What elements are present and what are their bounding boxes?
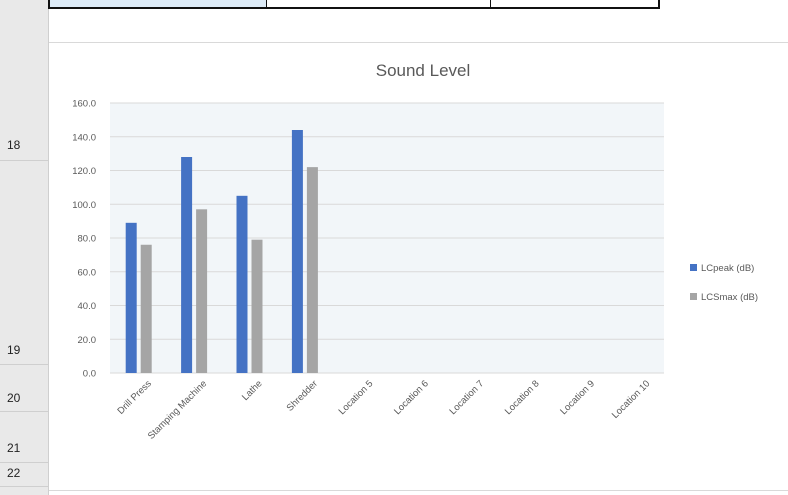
y-tick-label: 140.0	[72, 132, 96, 143]
top-table-edge	[48, 0, 660, 9]
x-category-label: Location 5	[337, 378, 376, 417]
bar-lcsmax[interactable]	[251, 239, 263, 373]
x-category-label: Lathe	[240, 378, 265, 403]
y-tick-label: 80.0	[78, 234, 97, 245]
y-tick-label: 20.0	[78, 335, 97, 346]
x-category-label: Location 8	[503, 378, 542, 417]
row-separator	[0, 364, 48, 365]
legend-swatch	[690, 293, 697, 300]
row-separator	[0, 486, 48, 487]
bar-lcpeak[interactable]	[236, 195, 248, 373]
row-number-18[interactable]: 18	[7, 138, 21, 152]
row-separator	[0, 160, 48, 161]
cell-divider	[490, 0, 491, 7]
x-category-label: Drill Press	[115, 378, 154, 417]
selected-cell[interactable]	[50, 0, 267, 7]
chart-title: Sound Level	[376, 61, 471, 80]
legend-label: LCpeak (dB)	[701, 263, 754, 274]
bar-lcpeak[interactable]	[291, 130, 303, 373]
legend-label: LCSmax (dB)	[701, 292, 758, 303]
x-category-label: Stamping Machine	[146, 378, 209, 441]
bar-lcpeak[interactable]	[181, 157, 193, 373]
row-number-20[interactable]: 20	[7, 391, 21, 405]
bar-lcsmax[interactable]	[306, 167, 318, 373]
x-category-label: Location 6	[392, 378, 431, 417]
row-number-21[interactable]: 21	[7, 441, 21, 455]
x-category-label: Location 9	[558, 378, 597, 417]
row-separator	[0, 411, 48, 412]
x-category-label: Shredder	[285, 378, 320, 413]
y-tick-label: 40.0	[78, 301, 97, 312]
bar-lcsmax[interactable]	[140, 244, 152, 373]
row-header: 18 19 20 21 22	[0, 0, 49, 495]
y-tick-label: 160.0	[72, 99, 96, 110]
bar-lcsmax[interactable]	[196, 209, 208, 373]
y-tick-label: 100.0	[72, 200, 96, 211]
legend-swatch	[690, 264, 697, 271]
y-tick-label: 120.0	[72, 166, 96, 177]
row-number-22[interactable]: 22	[7, 466, 21, 480]
y-tick-label: 60.0	[78, 267, 97, 278]
x-category-label: Location 7	[447, 378, 486, 417]
row-number-19[interactable]: 19	[7, 343, 21, 357]
bar-lcpeak[interactable]	[125, 222, 137, 373]
row-separator	[0, 462, 48, 463]
y-tick-label: 0.0	[83, 369, 96, 380]
x-category-label: Location 10	[610, 378, 653, 421]
